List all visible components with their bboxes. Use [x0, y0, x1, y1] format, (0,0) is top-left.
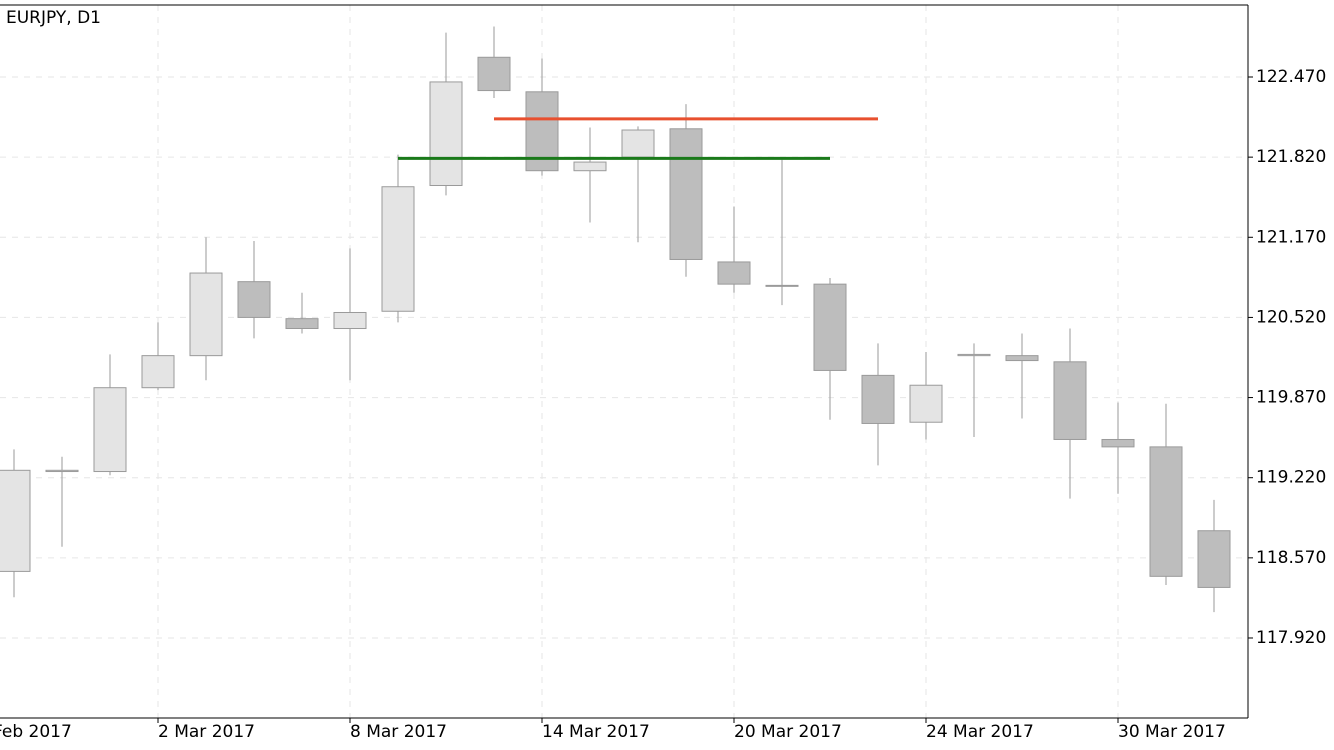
- candle-body: [1005, 355, 1039, 362]
- candle-body: [573, 161, 607, 172]
- x-tick-label: 2 Mar 2017: [158, 722, 255, 742]
- x-tick-label: 24 Feb 2017: [0, 722, 72, 742]
- chart-title: EURJPY, D1: [6, 8, 101, 28]
- x-tick-label: 24 Mar 2017: [926, 722, 1034, 742]
- axes: 117.920 118.570 119.220 119.870 120.520 121.1…: [0, 67, 1326, 742]
- candle-body: [429, 81, 463, 187]
- x-tick-label: 20 Mar 2017: [734, 722, 842, 742]
- x-tick-label: 30 Mar 2017: [1118, 722, 1226, 742]
- y-tick-label: 117.920: [1256, 628, 1326, 648]
- y-tick-label: 119.220: [1256, 468, 1326, 488]
- candle-body: [861, 374, 895, 424]
- candle-body: [45, 469, 79, 473]
- candle-body: [285, 318, 319, 330]
- candle-body: [1149, 446, 1183, 577]
- candle-body: [237, 281, 271, 318]
- candle-body: [0, 469, 31, 572]
- candle-body: [333, 311, 367, 330]
- candle-body: [765, 284, 799, 287]
- plot-area: [0, 26, 1231, 613]
- y-tick-label: 119.870: [1256, 388, 1326, 408]
- y-tick-label: 121.170: [1256, 227, 1326, 247]
- candle-body: [189, 272, 223, 357]
- candle-body: [957, 353, 991, 357]
- x-tick-label: 8 Mar 2017: [350, 722, 447, 742]
- candle-body: [909, 384, 943, 423]
- candle-body: [669, 128, 703, 260]
- candle-body: [93, 387, 127, 473]
- y-tick-label: 121.820: [1256, 147, 1326, 167]
- candle-body: [1101, 438, 1135, 448]
- candle-body: [141, 355, 175, 389]
- candle-body: [813, 283, 847, 371]
- x-tick-label: 14 Mar 2017: [542, 722, 650, 742]
- candle-body: [381, 186, 415, 312]
- candle-body: [621, 129, 655, 158]
- y-tick-label: 122.470: [1256, 67, 1326, 87]
- y-tick-label: 120.520: [1256, 307, 1326, 327]
- candle-body: [717, 261, 751, 285]
- candle-body: [1197, 530, 1231, 588]
- y-tick-label: 118.570: [1256, 548, 1326, 568]
- candle-body: [1053, 361, 1087, 440]
- candle-body: [477, 56, 511, 92]
